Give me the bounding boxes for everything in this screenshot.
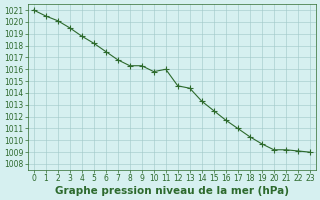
- X-axis label: Graphe pression niveau de la mer (hPa): Graphe pression niveau de la mer (hPa): [55, 186, 289, 196]
